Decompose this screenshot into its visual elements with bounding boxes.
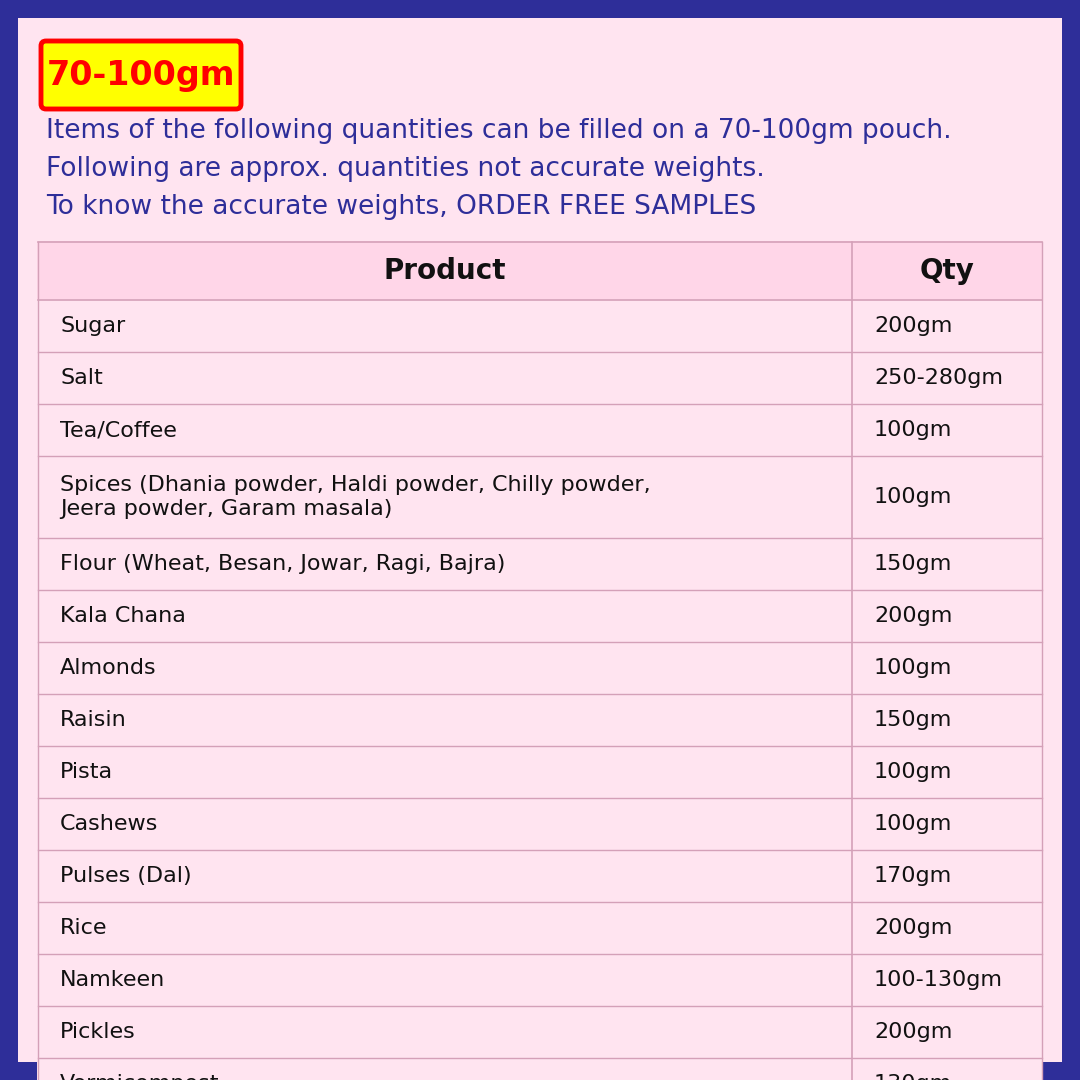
- Text: Sugar: Sugar: [60, 316, 125, 336]
- Text: 200gm: 200gm: [874, 606, 953, 626]
- FancyBboxPatch shape: [37, 642, 853, 696]
- Text: Vermicompost: Vermicompost: [60, 1074, 219, 1080]
- Text: Pulses (Dal): Pulses (Dal): [60, 866, 191, 886]
- Text: Cashews: Cashews: [60, 814, 159, 834]
- Text: Product: Product: [383, 257, 507, 285]
- Text: 130gm: 130gm: [874, 1074, 953, 1080]
- Text: 100gm: 100gm: [874, 487, 953, 507]
- FancyBboxPatch shape: [37, 693, 853, 747]
- Text: 100gm: 100gm: [874, 420, 953, 440]
- FancyBboxPatch shape: [851, 642, 1043, 696]
- FancyBboxPatch shape: [37, 745, 853, 799]
- Text: 100gm: 100gm: [874, 762, 953, 782]
- Text: Pickles: Pickles: [60, 1022, 136, 1042]
- FancyBboxPatch shape: [851, 901, 1043, 955]
- FancyBboxPatch shape: [851, 745, 1043, 799]
- Text: Tea/Coffee: Tea/Coffee: [60, 420, 177, 440]
- Text: 70-100gm: 70-100gm: [46, 58, 235, 92]
- Text: Salt: Salt: [60, 368, 103, 388]
- Text: Almonds: Almonds: [60, 658, 157, 678]
- FancyBboxPatch shape: [37, 953, 853, 1007]
- FancyBboxPatch shape: [37, 537, 853, 591]
- Text: 200gm: 200gm: [874, 918, 953, 939]
- Text: 200gm: 200gm: [874, 1022, 953, 1042]
- FancyBboxPatch shape: [851, 797, 1043, 851]
- FancyBboxPatch shape: [851, 455, 1043, 539]
- Text: Flour (Wheat, Besan, Jowar, Ragi, Bajra): Flour (Wheat, Besan, Jowar, Ragi, Bajra): [60, 554, 505, 573]
- FancyBboxPatch shape: [37, 299, 853, 353]
- Text: Items of the following quantities can be filled on a 70-100gm pouch.: Items of the following quantities can be…: [46, 118, 951, 144]
- FancyBboxPatch shape: [37, 455, 853, 539]
- FancyBboxPatch shape: [37, 849, 853, 903]
- FancyBboxPatch shape: [851, 589, 1043, 643]
- FancyBboxPatch shape: [37, 351, 853, 405]
- FancyBboxPatch shape: [37, 241, 853, 301]
- FancyBboxPatch shape: [37, 1005, 853, 1059]
- Text: Rice: Rice: [60, 918, 108, 939]
- FancyBboxPatch shape: [37, 901, 853, 955]
- FancyBboxPatch shape: [851, 953, 1043, 1007]
- Text: Jeera powder, Garam masala): Jeera powder, Garam masala): [60, 499, 392, 519]
- FancyBboxPatch shape: [851, 849, 1043, 903]
- FancyBboxPatch shape: [851, 1057, 1043, 1080]
- Text: Qty: Qty: [919, 257, 974, 285]
- Text: Kala Chana: Kala Chana: [60, 606, 186, 626]
- FancyBboxPatch shape: [37, 403, 853, 457]
- Text: Namkeen: Namkeen: [60, 970, 165, 990]
- Text: Pista: Pista: [60, 762, 113, 782]
- FancyBboxPatch shape: [37, 589, 853, 643]
- Text: 100gm: 100gm: [874, 658, 953, 678]
- FancyBboxPatch shape: [851, 241, 1043, 301]
- Text: 100gm: 100gm: [874, 814, 953, 834]
- FancyBboxPatch shape: [851, 537, 1043, 591]
- FancyBboxPatch shape: [851, 403, 1043, 457]
- Text: Spices (Dhania powder, Haldi powder, Chilly powder,: Spices (Dhania powder, Haldi powder, Chi…: [60, 475, 650, 495]
- Text: 100-130gm: 100-130gm: [874, 970, 1003, 990]
- Text: To know the accurate weights, ORDER FREE SAMPLES: To know the accurate weights, ORDER FREE…: [46, 194, 756, 220]
- FancyBboxPatch shape: [851, 693, 1043, 747]
- Text: 150gm: 150gm: [874, 710, 953, 730]
- FancyBboxPatch shape: [851, 1005, 1043, 1059]
- Text: 150gm: 150gm: [874, 554, 953, 573]
- FancyBboxPatch shape: [37, 797, 853, 851]
- FancyBboxPatch shape: [37, 1057, 853, 1080]
- Text: Following are approx. quantities not accurate weights.: Following are approx. quantities not acc…: [46, 156, 765, 183]
- FancyBboxPatch shape: [41, 41, 241, 109]
- FancyBboxPatch shape: [851, 299, 1043, 353]
- Text: Raisin: Raisin: [60, 710, 126, 730]
- Text: 170gm: 170gm: [874, 866, 953, 886]
- Text: 200gm: 200gm: [874, 316, 953, 336]
- FancyBboxPatch shape: [851, 351, 1043, 405]
- Text: 250-280gm: 250-280gm: [874, 368, 1003, 388]
